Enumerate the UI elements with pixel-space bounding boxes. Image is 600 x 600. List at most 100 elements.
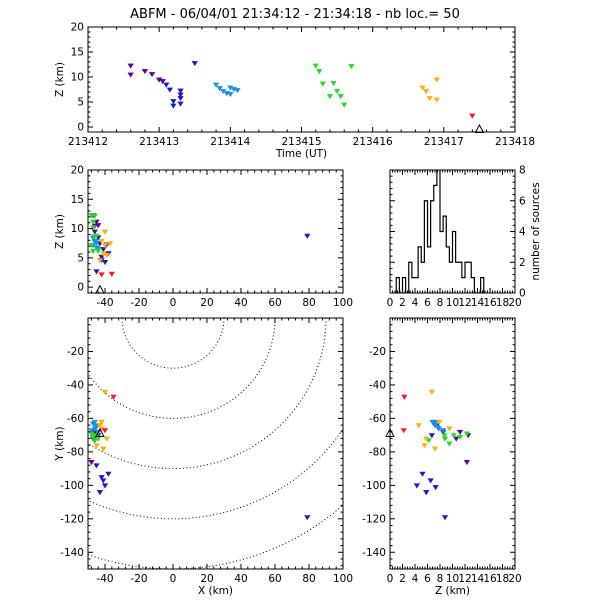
source-point <box>93 424 100 430</box>
x-axis-label: Z (km) <box>435 585 470 597</box>
histogram-bin <box>431 201 434 293</box>
source-point <box>456 434 464 440</box>
source-point <box>432 485 439 491</box>
x-tick-label: 2 <box>399 297 406 309</box>
source-point <box>400 428 407 434</box>
source-point <box>426 96 433 102</box>
histogram-bin <box>456 262 459 293</box>
range-ring <box>88 318 327 470</box>
source-point <box>304 515 311 521</box>
y-tick-label: -140 <box>60 547 84 559</box>
source-point <box>177 96 184 102</box>
axes-frame <box>87 26 516 133</box>
station-marker <box>95 427 105 437</box>
source-point <box>337 94 344 100</box>
axes-frame <box>87 317 344 570</box>
source-point <box>441 515 449 521</box>
source-point <box>326 94 334 100</box>
y-tick-label: 8 <box>519 165 526 177</box>
x-tick-label: 213418 <box>495 136 535 148</box>
x-tick-label: 6 <box>424 573 431 585</box>
source-point <box>141 69 149 75</box>
source-point <box>191 61 198 67</box>
panel-time_height: 213412 213413 213414 213415 213416 213417 2134… <box>54 22 535 161</box>
x-tick-label: 213416 <box>353 136 393 148</box>
source-point <box>469 113 476 119</box>
source-point <box>89 433 97 439</box>
source-point <box>432 419 439 425</box>
source-point <box>234 88 241 94</box>
y-tick-label: 10 <box>71 72 84 84</box>
x-tick-label: 16 <box>483 297 497 309</box>
source-point <box>108 271 115 277</box>
x-tick-label: -40 <box>96 297 113 309</box>
x-tick-label: 8 <box>437 297 444 309</box>
x-tick-label: 40 <box>234 297 247 309</box>
source-point <box>101 243 109 249</box>
source-point <box>98 254 105 260</box>
source-point <box>428 389 436 395</box>
y-tick-label: -120 <box>362 513 386 525</box>
y-tick-label: -20 <box>369 346 386 358</box>
source-point <box>88 243 95 249</box>
y-tick-label: -80 <box>67 446 84 458</box>
x-tick-label: 12 <box>458 573 471 585</box>
histogram-bin <box>459 262 462 293</box>
source-point <box>170 99 177 105</box>
source-point <box>446 441 453 447</box>
source-point <box>93 233 100 239</box>
histogram-bin <box>409 262 412 293</box>
x-tick-label: 6 <box>424 297 431 309</box>
x-tick-label: 8 <box>437 573 444 585</box>
source-point <box>96 258 104 264</box>
histogram-step <box>395 170 485 293</box>
source-point <box>304 233 311 239</box>
x-tick-label: -40 <box>96 573 113 585</box>
station-marker <box>95 284 105 294</box>
histogram-bin <box>424 201 427 293</box>
source-point <box>91 213 98 219</box>
y-tick-label: -100 <box>60 480 84 492</box>
source-point <box>101 389 109 395</box>
source-point <box>106 241 114 247</box>
y-tick-label: 2 <box>519 257 526 269</box>
source-point <box>88 428 95 434</box>
plot-area <box>395 170 485 294</box>
source-point <box>103 253 110 259</box>
source-point <box>316 69 323 75</box>
source-point <box>423 436 430 442</box>
y-axis-label: Z (km) <box>54 62 66 97</box>
histogram-bin <box>453 232 456 294</box>
x-tick-label: 0 <box>170 297 177 309</box>
source-point <box>91 419 98 425</box>
source-point <box>101 260 109 266</box>
x-tick-label: -20 <box>130 573 147 585</box>
y-tick-label: 0 <box>77 282 84 294</box>
y-tick-label: 10 <box>71 223 84 235</box>
source-point <box>434 424 441 430</box>
x-tick-label: 4 <box>412 297 419 309</box>
x-tick-label: 213412 <box>68 136 108 148</box>
source-point <box>89 248 97 254</box>
x-tick-label: 10 <box>446 573 459 585</box>
x-tick-label: 213415 <box>281 136 321 148</box>
source-point <box>441 436 449 442</box>
axes-frame <box>87 169 344 294</box>
x-tick-label: 100 <box>333 297 353 309</box>
x-tick-label: 213413 <box>139 136 179 148</box>
source-point <box>401 394 408 400</box>
y-tick-label: 4 <box>519 226 526 238</box>
x-tick-label: 0 <box>387 573 394 585</box>
plot-area <box>88 213 311 278</box>
histogram-bin <box>434 185 437 293</box>
x-tick-label: 2 <box>399 573 406 585</box>
x-tick-label: 80 <box>302 573 315 585</box>
y-tick-label: 0 <box>77 122 84 134</box>
source-point <box>127 72 134 78</box>
x-tick-label: 100 <box>333 573 353 585</box>
source-point <box>330 81 337 87</box>
histogram-bin <box>428 247 431 293</box>
source-point <box>100 478 107 484</box>
source-point <box>431 446 439 452</box>
